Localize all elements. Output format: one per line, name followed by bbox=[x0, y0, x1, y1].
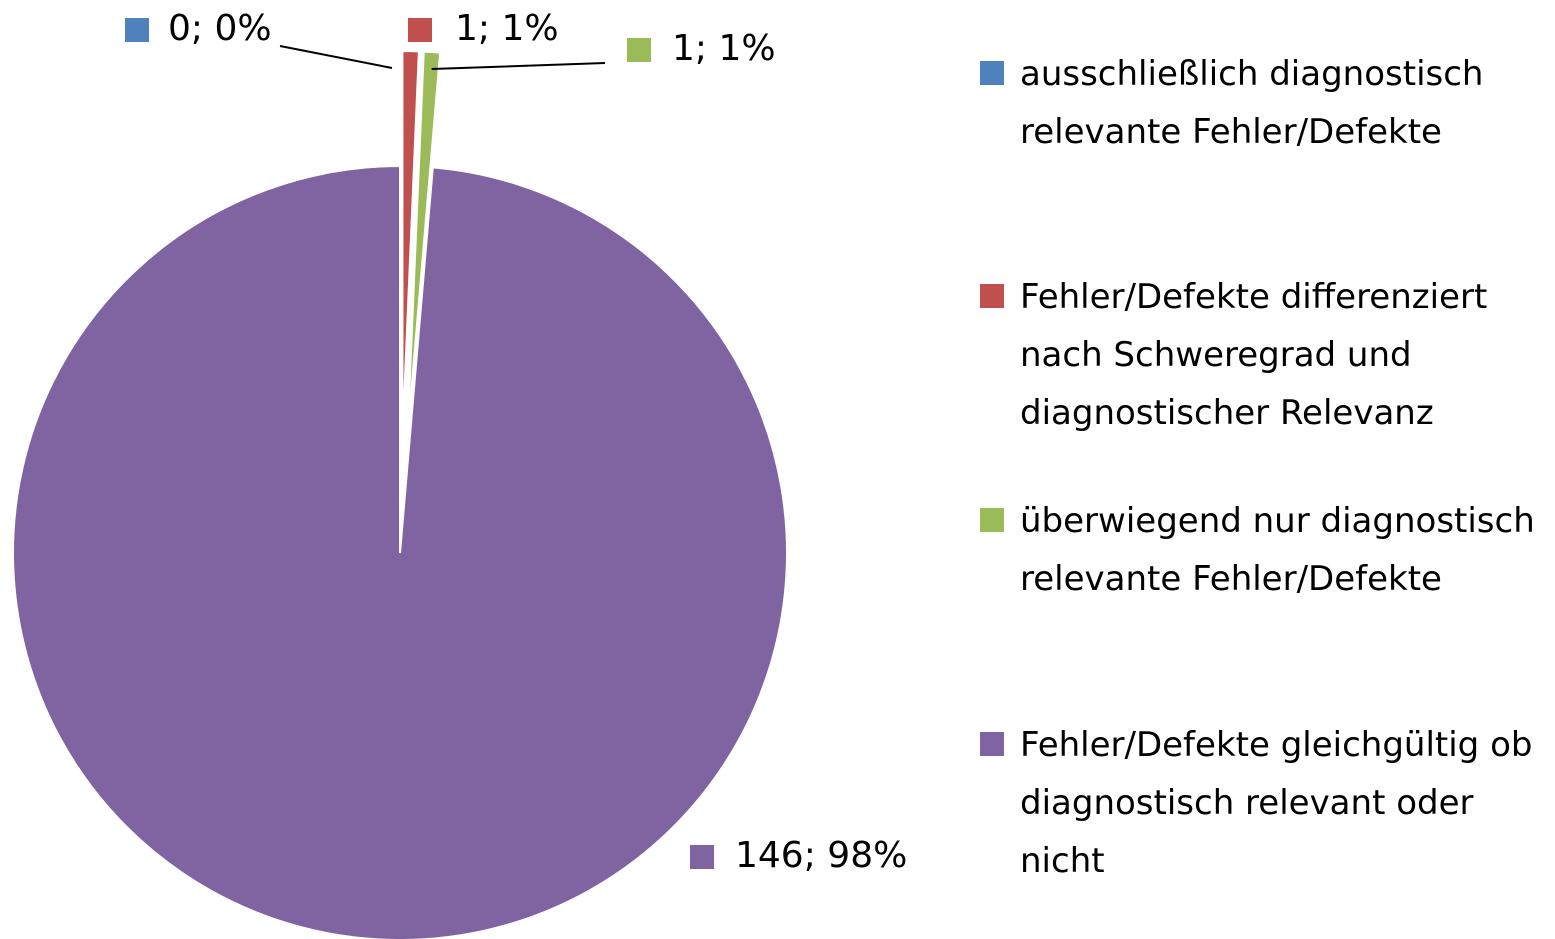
leader-line bbox=[431, 62, 606, 71]
data-label: 1; 1% bbox=[455, 8, 559, 49]
data-label: 1; 1% bbox=[672, 28, 776, 69]
label-swatch bbox=[627, 38, 651, 62]
legend-item: ausschließlich diagnostisch relevante Fe… bbox=[980, 45, 1540, 161]
leader-line bbox=[279, 45, 393, 69]
legend-swatch bbox=[980, 508, 1004, 532]
legend-label: Fehler/Defekte differenziert nach Schwer… bbox=[1020, 277, 1488, 433]
label-swatch bbox=[408, 18, 432, 42]
pie-slice bbox=[406, 50, 442, 439]
pie-slice bbox=[401, 50, 420, 439]
pie-slice bbox=[12, 164, 788, 939]
legend-item: Fehler/Defekte differenziert nach Schwer… bbox=[980, 268, 1540, 442]
legend-label: ausschließlich diagnostisch relevante Fe… bbox=[1020, 54, 1484, 152]
legend-item: überwiegend nur diagnostisch relevante F… bbox=[980, 492, 1540, 608]
legend-label: Fehler/Defekte gleichgültig ob diagnosti… bbox=[1020, 725, 1533, 881]
legend-swatch bbox=[980, 284, 1004, 308]
legend-swatch bbox=[980, 732, 1004, 756]
data-label: 146; 98% bbox=[735, 835, 907, 876]
legend-item: Fehler/Defekte gleichgültig ob diagnosti… bbox=[980, 716, 1540, 890]
label-swatch bbox=[125, 18, 149, 42]
data-label: 0; 0% bbox=[168, 8, 272, 49]
legend-swatch bbox=[980, 61, 1004, 85]
legend-label: überwiegend nur diagnostisch relevante F… bbox=[1020, 501, 1535, 599]
label-swatch bbox=[690, 845, 714, 869]
